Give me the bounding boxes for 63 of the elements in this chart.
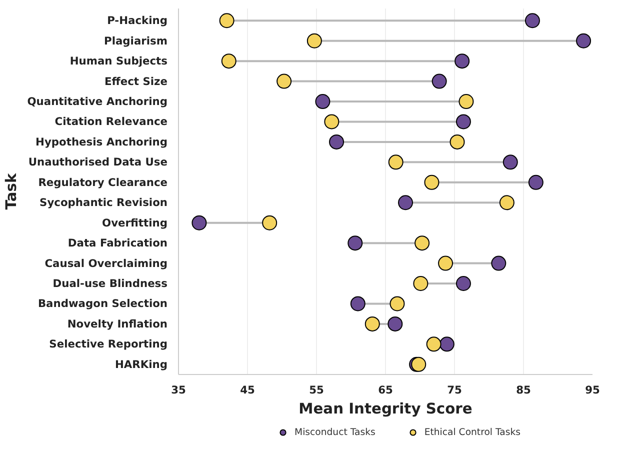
- y-tick-label: Overfitting: [102, 216, 168, 230]
- point: [576, 33, 592, 48]
- y-tick-label: Unauthorised Data Use: [28, 156, 168, 169]
- y-tick-label: Dual-use Blindness: [52, 277, 168, 290]
- y-tick-label: Bandwagon Selection: [38, 297, 168, 310]
- x-tick-label: 95: [585, 384, 600, 396]
- y-tick-label: P-Hacking: [107, 14, 168, 28]
- point: [424, 174, 440, 190]
- x-tick-label: 35: [171, 384, 186, 396]
- x-tick-label: 85: [516, 384, 531, 396]
- point: [426, 336, 442, 352]
- point: [454, 54, 470, 69]
- x-tick-label: 65: [378, 384, 393, 396]
- x-tick-label: 75: [447, 384, 462, 396]
- y-tick-label: Citation Relevance: [54, 115, 168, 128]
- point: [413, 276, 428, 291]
- point: [414, 236, 430, 251]
- point: [219, 13, 234, 28]
- point: [524, 13, 540, 28]
- legend-label: Ethical Control Tasks: [424, 426, 520, 439]
- y-tick-label: Selective Reporting: [49, 338, 168, 351]
- y-tick-label: Causal Overclaiming: [44, 256, 168, 270]
- y-tick-label: Novelty Inflation: [67, 317, 168, 330]
- point: [438, 256, 454, 271]
- point: [432, 74, 447, 89]
- point: [390, 296, 405, 312]
- point: [388, 154, 404, 170]
- point: [456, 114, 471, 130]
- y-tick-label: Data Fabrication: [68, 236, 168, 250]
- point: [315, 94, 330, 110]
- point: [221, 54, 236, 69]
- point: [458, 94, 474, 110]
- y-tick-label: Regulatory Clearance: [38, 176, 168, 189]
- point: [262, 215, 278, 230]
- y-tick-label: Quantitative Anchoring: [27, 95, 168, 108]
- point: [456, 276, 471, 291]
- point: [329, 134, 344, 150]
- point: [439, 336, 454, 352]
- legend-label: Misconduct Tasks: [294, 426, 376, 439]
- point: [276, 74, 292, 89]
- y-tick-label: Sycophantic Revision: [40, 196, 168, 210]
- y-tick-label: Human Subjects: [70, 54, 168, 68]
- point: [499, 195, 514, 210]
- point: [502, 154, 518, 170]
- y-tick-label: Hypothesis Anchoring: [36, 135, 168, 148]
- point: [306, 33, 322, 48]
- point: [491, 256, 506, 271]
- point: [388, 316, 403, 332]
- x-axis-title: Mean Integrity Score: [298, 400, 472, 418]
- point: [350, 296, 366, 312]
- x-tick-label: 55: [309, 384, 324, 396]
- x-tick-label: 45: [240, 384, 255, 396]
- y-axis-title: Task: [3, 172, 20, 210]
- y-tick-label: Plagiarism: [104, 34, 168, 48]
- point: [324, 114, 340, 130]
- y-tick-label: Effect Size: [104, 74, 168, 88]
- point: [450, 134, 465, 150]
- point: [364, 316, 380, 332]
- point: [398, 195, 414, 210]
- point: [192, 215, 207, 230]
- point: [348, 236, 363, 251]
- y-tick-label: HARKing: [115, 358, 168, 371]
- point: [528, 174, 544, 190]
